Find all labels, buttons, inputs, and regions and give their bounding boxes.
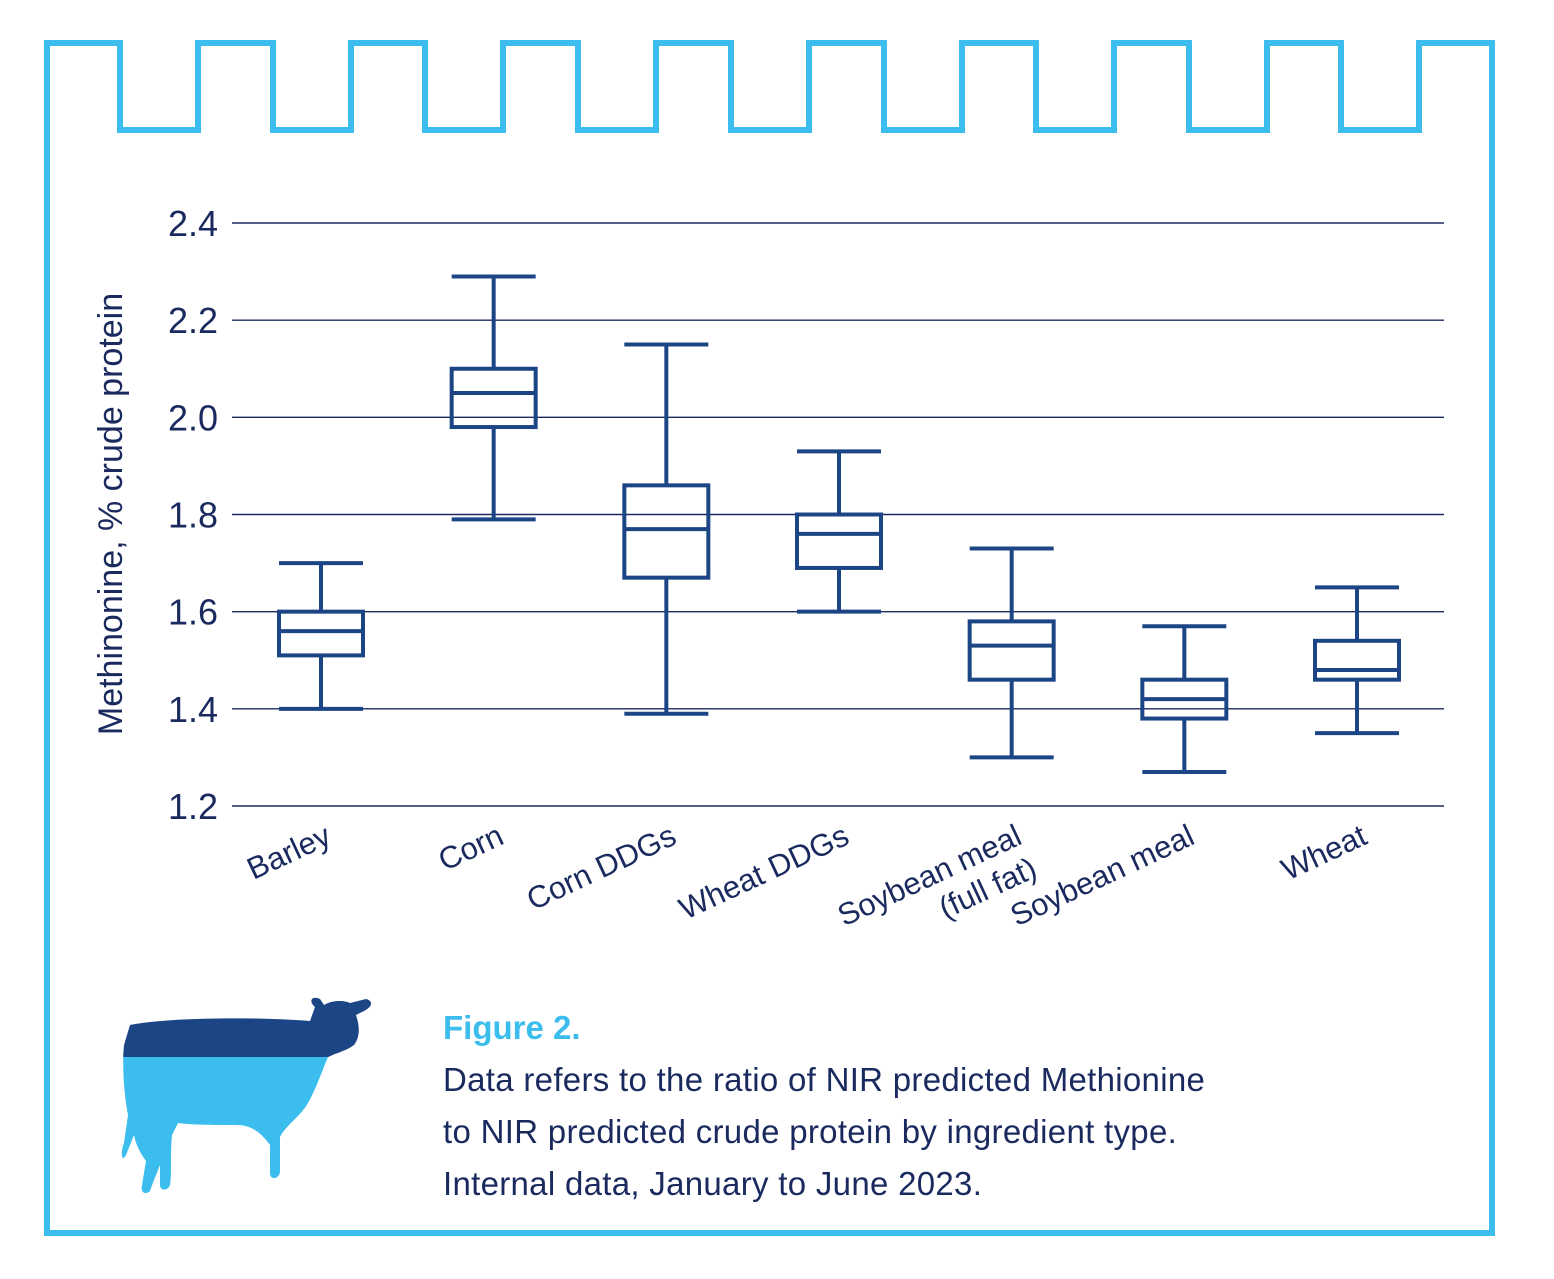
x-tick-label: Corn DDGs <box>521 818 681 917</box>
cow-dot <box>152 1051 156 1057</box>
y-tick-label: 1.4 <box>168 689 218 730</box>
cow-dot <box>304 1051 308 1057</box>
cow-dot <box>224 1051 228 1057</box>
cow-dot <box>216 1051 220 1057</box>
x-tick-label-line: Wheat <box>1276 817 1372 887</box>
cow-dot <box>200 1051 204 1057</box>
cow-dot <box>272 1051 276 1057</box>
box-soybean-meal-full-fat- <box>967 546 1056 760</box>
cow-dot <box>312 1051 316 1057</box>
iqr-box <box>277 609 365 658</box>
y-tick-label: 2.0 <box>168 397 218 438</box>
y-tick-label: 1.8 <box>168 495 218 536</box>
y-tick-label: 1.6 <box>168 592 218 633</box>
caption-line-3: Internal data, January to June 2023. <box>443 1165 983 1202</box>
frame-border <box>44 40 1495 1236</box>
cow-dot <box>144 1051 148 1057</box>
cow-dot <box>288 1051 292 1057</box>
cow-dot <box>128 1051 132 1057</box>
cow-dot <box>240 1051 244 1057</box>
cow-dot <box>121 1051 124 1057</box>
caption-line-1: Data refers to the ratio of NIR predicte… <box>443 1061 1206 1098</box>
box-corn <box>449 274 538 522</box>
cow-dot <box>208 1051 212 1057</box>
y-tick-label: 1.2 <box>168 786 218 827</box>
figure-title: Figure 2. <box>443 1009 581 1046</box>
y-axis-label: Methinonine, % crude protein <box>92 293 130 735</box>
cow-dot <box>192 1051 196 1057</box>
iqr-box <box>795 512 883 570</box>
boxplot-chart: 1.2 1.4 1.6 1.8 2.0 2.2 2.4 Methinonine, % cru… <box>92 203 1444 966</box>
cow-dot <box>344 1051 348 1057</box>
x-tick-label-line: Wheat DDGs <box>674 818 854 927</box>
y-tick-label: 2.2 <box>168 300 218 341</box>
cow-dot <box>320 1051 324 1057</box>
cow-dot <box>256 1051 260 1057</box>
iqr-box <box>967 619 1056 682</box>
boxes <box>277 274 1401 774</box>
figure-caption: Figure 2. Data refers to the ratio of NI… <box>443 1008 1443 1210</box>
x-tick-label-line: Barley <box>242 817 337 886</box>
cow-dot <box>264 1051 268 1057</box>
x-tick-label-line: Corn DDGs <box>521 818 681 917</box>
box-corn-ddgs <box>622 342 711 716</box>
x-tick-label-line: Corn <box>433 818 509 878</box>
x-tick-label: Corn <box>433 818 509 878</box>
cow-dot <box>184 1051 188 1057</box>
x-tick-label: Soybean meal(full fat) <box>832 818 1042 966</box>
cow-icon <box>121 997 372 1194</box>
cow-dot <box>336 1051 340 1057</box>
box-wheat-ddgs <box>795 449 883 614</box>
cow-dark-part <box>121 997 372 1057</box>
caption-line-2: to NIR predicted crude protein by ingred… <box>443 1113 1178 1150</box>
cow-dot <box>176 1051 180 1057</box>
cow-dot <box>136 1051 140 1057</box>
cow-dot <box>296 1051 300 1057</box>
cow-dot <box>280 1051 284 1057</box>
y-axis-ticks: 1.2 1.4 1.6 1.8 2.0 2.2 2.4 <box>168 203 218 827</box>
cow-dot <box>328 1051 332 1057</box>
cow-dot <box>248 1051 252 1057</box>
cow-dot <box>232 1051 236 1057</box>
iqr-box <box>1313 638 1401 682</box>
cow-dot <box>168 1051 172 1057</box>
x-tick-label: Wheat DDGs <box>674 818 854 927</box>
iqr-box <box>449 366 538 430</box>
cow-dot <box>160 1051 164 1057</box>
box-soybean-meal <box>1140 624 1229 774</box>
y-tick-label: 2.4 <box>168 203 218 244</box>
cow-light-part <box>121 1057 372 1194</box>
x-tick-label: Wheat <box>1276 817 1372 887</box>
x-tick-label: Barley <box>242 817 337 886</box>
box-wheat <box>1313 585 1401 736</box>
box-barley <box>277 561 365 711</box>
iqr-box <box>622 483 711 580</box>
cow-dot <box>352 1051 356 1057</box>
